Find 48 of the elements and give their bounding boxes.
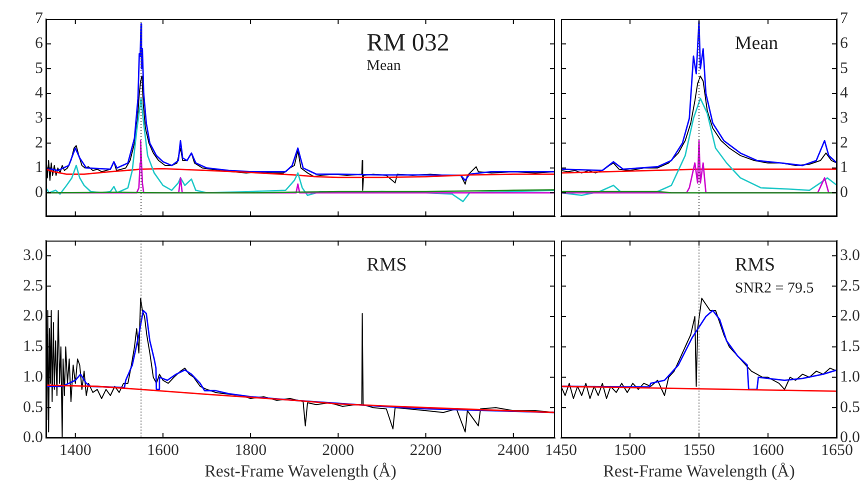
x-tick-label: 1600 [146,442,179,459]
x-tick-label: 1400 [59,442,92,459]
y-tick-label: 4 [35,84,43,102]
annotation: Mean [734,32,779,54]
y-tick-label: 1 [35,159,43,176]
y-tick-label: 0.5 [23,398,43,416]
y-tick-label: 1 [840,159,848,176]
y-tick-label: 2 [840,134,848,152]
y-tick-label: 3.0 [840,246,860,264]
chart-title: RM 032 [366,30,450,57]
y-tick-label: 5 [840,60,848,77]
y-tick-label: 3.0 [23,246,43,264]
x-tick-label: 1500 [614,442,646,459]
x-axis-title: Rest-Frame Wavelength (Å) [603,461,795,480]
y-tick-label: 3 [35,110,43,127]
y-tick-label: 2.0 [840,308,860,325]
x-tick-label: 1550 [683,442,715,459]
y-tick-label: 6 [840,35,848,52]
x-tick-label: 1650 [821,442,853,459]
y-tick-label: 3 [840,110,848,127]
annotation: Mean [366,58,402,74]
y-tick-label: 2 [35,134,43,152]
y-tick-label: 1.0 [840,368,860,386]
y-tick-label: 2.5 [840,277,860,294]
y-tick-label: 7 [840,10,848,28]
y-tick-label: 1.5 [840,338,860,356]
y-tick-label: 0 [35,184,43,202]
y-tick-label: 1.0 [23,368,43,386]
y-tick-label: 7 [35,10,43,28]
y-tick-label: 1.5 [23,338,43,356]
y-tick-label: 0.0 [23,429,43,446]
annotation: SNR2 = 79.5 [734,280,814,297]
x-tick-label: 1600 [752,442,784,459]
annotation: RMS [734,254,776,276]
x-tick-label: 1800 [234,442,267,459]
x-tick-label: 1450 [545,442,577,459]
y-tick-label: 4 [840,84,848,102]
x-axis-title: Rest-Frame Wavelength (Å) [204,461,396,480]
x-tick-label: 2400 [497,442,530,459]
annotation: RMS [366,254,407,276]
y-tick-label: 5 [35,60,43,77]
y-tick-label: 2.5 [23,277,43,294]
x-tick-label: 2200 [410,442,442,459]
y-tick-label: 2.0 [23,308,43,325]
x-tick-label: 2000 [322,442,354,459]
y-tick-label: 6 [35,35,43,52]
y-tick-label: 0 [840,184,848,202]
y-tick-label: 0.5 [840,398,860,416]
